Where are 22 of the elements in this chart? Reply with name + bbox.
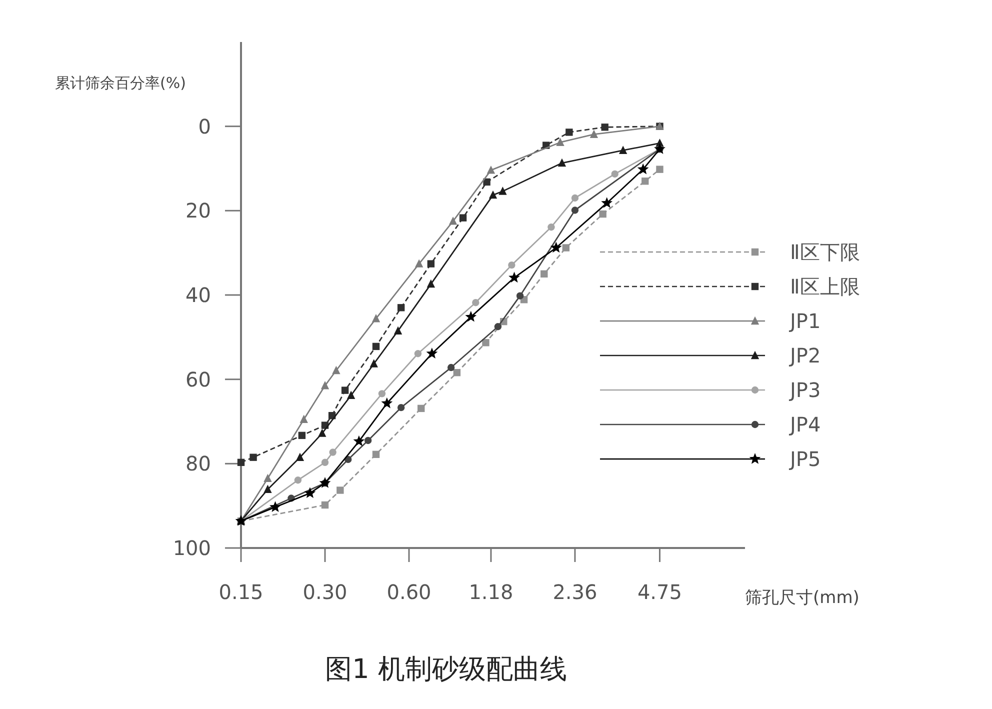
- y-tick-label: 100: [172, 536, 211, 560]
- legend-label: Ⅱ区上限: [790, 274, 860, 298]
- y-axis-title: 累计筛余百分率(%): [55, 74, 186, 92]
- x-tick-label: 1.18: [468, 580, 514, 604]
- x-tick-label: 0.30: [302, 580, 348, 604]
- text: 图1 机制砂级配曲线: [325, 654, 567, 685]
- legend-label: JP5: [788, 447, 821, 471]
- legend-label: Ⅱ区下限: [790, 240, 860, 264]
- legend-label: JP1: [788, 309, 821, 333]
- legend-label: JP2: [788, 344, 821, 368]
- x-tick-label: 4.75: [637, 580, 682, 604]
- legend-label: JP3: [788, 378, 821, 402]
- legend-label: JP4: [788, 412, 821, 436]
- y-tick-label: 20: [186, 198, 211, 223]
- y-tick-label: 80: [186, 452, 211, 476]
- x-tick-label: 2.36: [552, 580, 598, 604]
- y-tick-label: 40: [186, 283, 211, 307]
- y-tick-label: 0: [198, 114, 211, 138]
- x-axis-title: 筛孔尺寸(mm): [745, 588, 860, 608]
- y-tick-label: 60: [186, 367, 211, 392]
- x-tick-label: 0.15: [218, 580, 264, 604]
- x-tick-label: 0.60: [386, 580, 432, 604]
